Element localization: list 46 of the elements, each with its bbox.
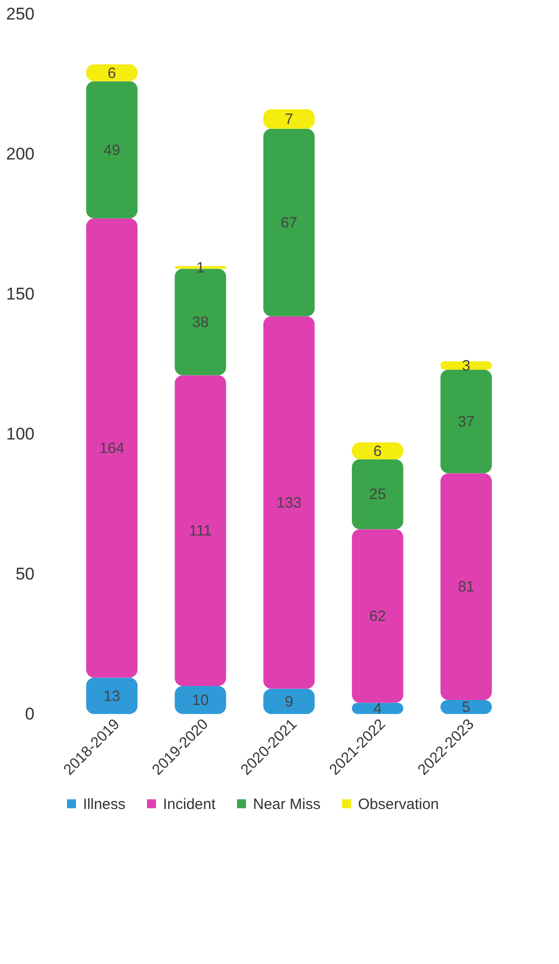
data-label: 10	[192, 692, 209, 709]
data-label: 67	[280, 214, 298, 232]
data-label: 164	[99, 440, 124, 457]
bar	[174, 375, 226, 686]
data-label: 133	[276, 494, 302, 512]
y-tick-label: 0	[25, 704, 34, 724]
bar	[352, 442, 404, 460]
y-tick-label: 250	[6, 4, 34, 24]
bar	[352, 529, 404, 703]
legend-label: Near Miss	[253, 796, 321, 813]
bar	[263, 109, 315, 129]
bar	[86, 678, 138, 714]
data-label: 6	[373, 442, 382, 460]
legend-label: Incident	[163, 796, 216, 813]
y-tick-label: 200	[6, 144, 34, 164]
data-label: 1	[196, 259, 205, 276]
data-label: 7	[284, 111, 294, 128]
data-label: 62	[369, 608, 386, 625]
bar	[263, 128, 315, 316]
data-label: 6	[108, 64, 116, 82]
bar	[263, 688, 315, 714]
bar	[86, 64, 138, 82]
bar	[174, 686, 226, 714]
data-label: 81	[458, 578, 475, 596]
data-label: 4	[373, 700, 382, 718]
bar	[440, 473, 492, 700]
y-tick-label: 50	[16, 564, 34, 584]
bar	[440, 700, 492, 714]
data-label: 13	[103, 688, 120, 705]
y-tick-label: 100	[6, 424, 34, 444]
y-tick-label: 150	[6, 284, 34, 304]
bar	[440, 370, 492, 474]
data-label: 111	[189, 522, 212, 540]
data-label: 5	[462, 699, 470, 716]
data-label: 37	[458, 413, 475, 430]
bar	[263, 316, 315, 689]
bar	[86, 81, 138, 218]
bar	[352, 702, 404, 714]
legend-label: Illness	[83, 796, 126, 813]
bar	[86, 218, 138, 678]
data-label: 25	[369, 486, 386, 504]
bar	[352, 459, 404, 530]
data-label: 9	[284, 693, 294, 710]
data-label: 38	[192, 314, 209, 331]
data-label: 49	[103, 142, 120, 159]
legend-label: Observation	[358, 796, 439, 813]
